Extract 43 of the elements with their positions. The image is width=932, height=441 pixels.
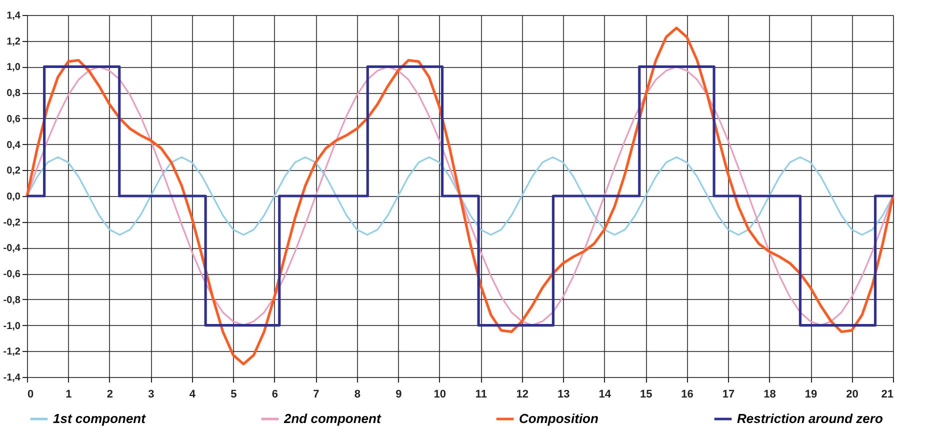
y-tick-label: 0,2 <box>6 166 21 177</box>
x-tick-label: 12 <box>516 388 528 400</box>
x-tick-label: 11 <box>475 388 487 400</box>
y-tick-label: -0,4 <box>3 243 21 254</box>
legend-label: Composition <box>519 411 598 426</box>
y-tick-label: 0,8 <box>6 88 21 100</box>
x-tick-label: 17 <box>722 388 735 400</box>
legend-label: 2nd component <box>283 411 382 426</box>
x-tick-label: 2 <box>106 388 114 400</box>
x-tick-label: 6 <box>272 388 278 400</box>
x-tick-label: 4 <box>189 388 196 400</box>
legend-label: Restriction around zero <box>737 411 883 426</box>
x-tick-label: 21 <box>881 388 894 400</box>
x-tick-label: 8 <box>354 388 360 400</box>
x-tick-label: 18 <box>764 388 776 400</box>
x-tick-label: 0 <box>28 388 34 400</box>
legend-label: 1st component <box>53 411 146 426</box>
x-tick-label: 7 <box>313 388 320 400</box>
x-tick-label: 20 <box>846 388 858 400</box>
line-series <box>26 26 894 366</box>
y-tick-label: 0,0 <box>6 192 21 202</box>
line-series <box>26 156 894 236</box>
x-tick-label: 1 <box>66 388 72 400</box>
y-tick-label: 0,4 <box>6 140 21 151</box>
x-tick-label: 5 <box>230 388 237 400</box>
y-tick-label: -1,4 <box>3 372 21 384</box>
x-tick-label: 10 <box>434 388 446 400</box>
y-tick-label: 1,2 <box>6 36 21 48</box>
x-tick-label: 9 <box>396 388 402 400</box>
y-tick-label: -1,0 <box>3 320 21 332</box>
x-tick-label: 3 <box>148 388 154 400</box>
y-tick-label: -1,2 <box>3 346 21 358</box>
y-tick-label: 1,0 <box>6 62 21 74</box>
y-tick-label: -0,6 <box>3 269 21 280</box>
y-tick-label: -0,2 <box>3 217 21 228</box>
y-tick-label: 0,6 <box>6 114 21 125</box>
x-tick-label: 14 <box>598 388 612 400</box>
y-tick-label: -0,8 <box>3 294 21 306</box>
x-tick-label: 16 <box>681 388 694 400</box>
x-tick-label: 13 <box>557 388 570 400</box>
y-tick-label: 1,4 <box>6 10 21 22</box>
x-tick-label: 15 <box>640 388 652 400</box>
x-tick-label: 19 <box>804 388 818 400</box>
